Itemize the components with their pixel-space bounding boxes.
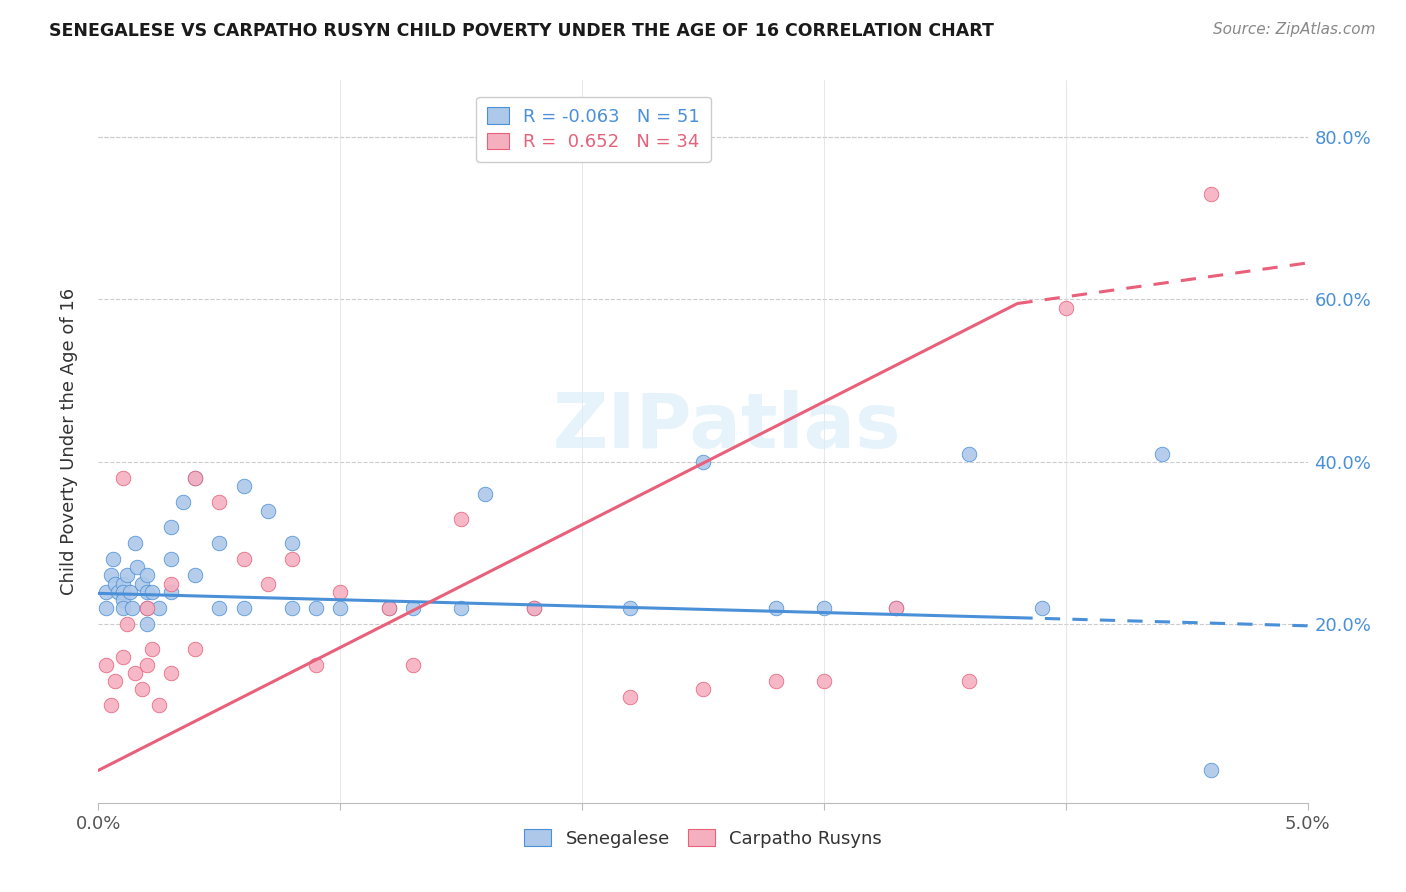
Point bbox=[1054, 301, 1077, 315]
Point bbox=[104, 673, 127, 688]
Point bbox=[117, 617, 139, 632]
Point bbox=[813, 601, 835, 615]
Point bbox=[450, 511, 472, 525]
Point bbox=[813, 673, 835, 688]
Point bbox=[135, 617, 157, 632]
Point bbox=[141, 641, 163, 656]
Point bbox=[208, 601, 231, 615]
Point bbox=[101, 552, 124, 566]
Point bbox=[94, 657, 117, 672]
Point bbox=[111, 576, 134, 591]
Point bbox=[232, 601, 254, 615]
Point bbox=[474, 487, 496, 501]
Point bbox=[135, 657, 157, 672]
Point bbox=[281, 601, 304, 615]
Point bbox=[957, 447, 980, 461]
Point bbox=[184, 568, 207, 582]
Point bbox=[692, 682, 714, 697]
Point bbox=[765, 601, 787, 615]
Point bbox=[104, 576, 127, 591]
Text: Source: ZipAtlas.com: Source: ZipAtlas.com bbox=[1212, 22, 1375, 37]
Point bbox=[256, 576, 278, 591]
Point bbox=[232, 479, 254, 493]
Point bbox=[111, 592, 134, 607]
Point bbox=[184, 641, 207, 656]
Point bbox=[160, 576, 183, 591]
Point bbox=[329, 601, 352, 615]
Point bbox=[281, 536, 304, 550]
Point bbox=[619, 601, 641, 615]
Text: SENEGALESE VS CARPATHO RUSYN CHILD POVERTY UNDER THE AGE OF 16 CORRELATION CHART: SENEGALESE VS CARPATHO RUSYN CHILD POVER… bbox=[49, 22, 994, 40]
Point bbox=[124, 536, 146, 550]
Point bbox=[94, 601, 117, 615]
Point bbox=[305, 601, 328, 615]
Point bbox=[402, 657, 425, 672]
Point bbox=[329, 584, 352, 599]
Point bbox=[208, 536, 231, 550]
Point bbox=[256, 503, 278, 517]
Point bbox=[232, 552, 254, 566]
Point bbox=[121, 601, 143, 615]
Point bbox=[94, 584, 117, 599]
Point bbox=[127, 560, 149, 574]
Text: ZIPatlas: ZIPatlas bbox=[553, 390, 901, 464]
Point bbox=[886, 601, 908, 615]
Point bbox=[141, 584, 163, 599]
Point bbox=[100, 568, 122, 582]
Point bbox=[402, 601, 425, 615]
Point bbox=[160, 584, 183, 599]
Point bbox=[1031, 601, 1053, 615]
Y-axis label: Child Poverty Under the Age of 16: Child Poverty Under the Age of 16 bbox=[59, 288, 77, 595]
Point bbox=[131, 682, 153, 697]
Point bbox=[450, 601, 472, 615]
Point bbox=[208, 495, 231, 509]
Point bbox=[135, 568, 157, 582]
Point bbox=[160, 665, 183, 680]
Point bbox=[124, 665, 146, 680]
Point bbox=[886, 601, 908, 615]
Point bbox=[619, 690, 641, 705]
Point bbox=[692, 455, 714, 469]
Point bbox=[111, 649, 134, 664]
Point bbox=[184, 471, 207, 485]
Point bbox=[1199, 764, 1222, 778]
Point bbox=[135, 601, 157, 615]
Point bbox=[118, 584, 141, 599]
Point bbox=[160, 552, 183, 566]
Point bbox=[111, 601, 134, 615]
Point bbox=[111, 584, 134, 599]
Point bbox=[100, 698, 122, 713]
Point bbox=[160, 520, 183, 534]
Point bbox=[135, 584, 157, 599]
Point bbox=[117, 568, 139, 582]
Point bbox=[281, 552, 304, 566]
Point bbox=[135, 601, 157, 615]
Point bbox=[172, 495, 194, 509]
Legend: Senegalese, Carpatho Rusyns: Senegalese, Carpatho Rusyns bbox=[517, 822, 889, 855]
Point bbox=[1199, 186, 1222, 201]
Point bbox=[148, 601, 170, 615]
Point bbox=[765, 673, 787, 688]
Point bbox=[107, 584, 129, 599]
Point bbox=[131, 576, 153, 591]
Point bbox=[523, 601, 546, 615]
Point bbox=[377, 601, 399, 615]
Point bbox=[523, 601, 546, 615]
Point bbox=[148, 698, 170, 713]
Point bbox=[1152, 447, 1174, 461]
Point bbox=[111, 471, 134, 485]
Point bbox=[957, 673, 980, 688]
Point bbox=[377, 601, 399, 615]
Point bbox=[184, 471, 207, 485]
Point bbox=[305, 657, 328, 672]
